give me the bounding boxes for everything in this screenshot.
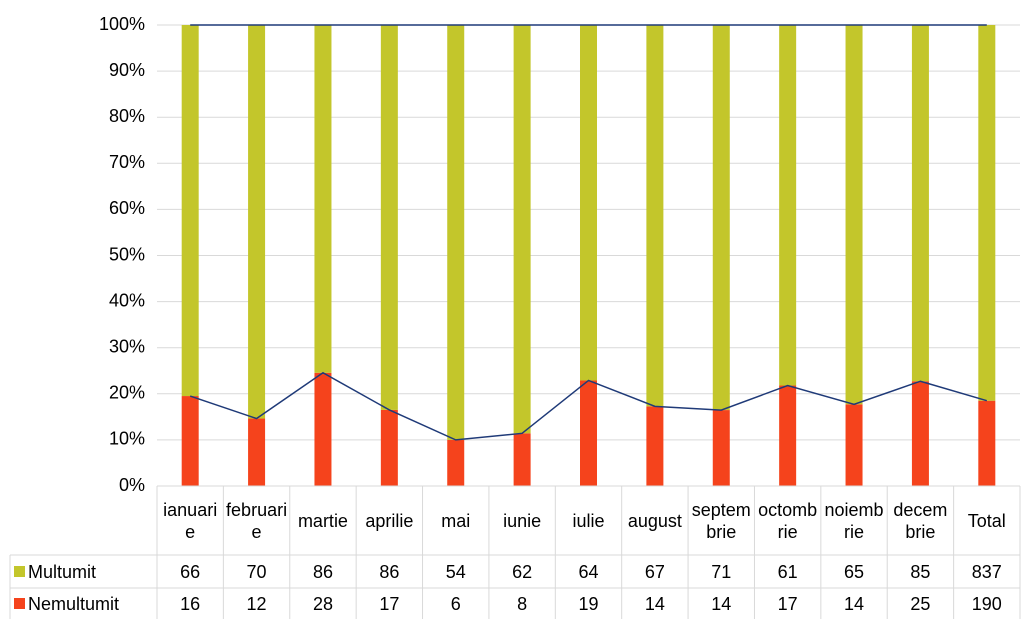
table-value: 71 (711, 561, 732, 582)
bar-segment (911, 25, 929, 382)
category-label: octombrie (758, 499, 818, 542)
table-value: 54 (445, 561, 466, 582)
table-value: 19 (578, 593, 599, 614)
bar-segment (779, 385, 797, 486)
legend-swatch (14, 598, 25, 609)
bar-segment (314, 25, 332, 373)
category-label: noiembrie (824, 499, 884, 542)
y-tick-label: 50% (109, 244, 145, 264)
table-value: 67 (644, 561, 665, 582)
bar-segment (447, 25, 465, 440)
y-tick-label: 20% (109, 383, 145, 403)
table-value: 70 (246, 561, 267, 582)
category-label: septembrie (691, 499, 751, 542)
category-label: iunie (503, 510, 542, 531)
bar-segment (380, 409, 398, 486)
y-tick-label: 0% (119, 475, 145, 495)
table-value: 837 (971, 561, 1002, 582)
table-value: 14 (711, 593, 732, 614)
bar-segment (248, 25, 266, 419)
table-value: 85 (910, 561, 931, 582)
table-value: 12 (246, 593, 267, 614)
bar-segment (911, 381, 929, 486)
category-label: ianuarie (163, 499, 218, 542)
table-value: 14 (844, 593, 865, 614)
y-tick-label: 70% (109, 152, 145, 172)
table-value: 64 (578, 561, 599, 582)
table-value: 62 (512, 561, 533, 582)
bar-segment (646, 406, 664, 486)
legend-entry: Nemultumit (10, 588, 157, 619)
y-tick-label: 40% (109, 290, 145, 310)
bar-segment (712, 410, 730, 486)
category-label: iulie (572, 510, 605, 531)
bar-segment (580, 25, 597, 381)
bar-segment (845, 25, 863, 405)
table-value: 66 (180, 561, 201, 582)
table-value: 65 (844, 561, 865, 582)
bar-segment (513, 433, 531, 486)
bar-segment (580, 380, 597, 486)
legend-label: Multumit (28, 561, 97, 582)
table-value: 8 (517, 593, 528, 614)
bar-segment (314, 372, 332, 486)
legend-entry: Multumit (10, 555, 157, 588)
table-value: 61 (777, 561, 798, 582)
table-value: 86 (379, 561, 400, 582)
bar-segment (978, 400, 996, 486)
table-value: 25 (910, 593, 931, 614)
category-label: aprilie (365, 510, 414, 531)
y-tick-label: 10% (109, 429, 145, 449)
bar-segment (845, 404, 863, 486)
bar-segment (380, 25, 398, 410)
category-label: Total (967, 510, 1006, 531)
bar-segment (646, 25, 664, 407)
category-label: decembrie (893, 499, 948, 542)
bar-segment (181, 396, 199, 486)
y-tick-label: 100% (99, 14, 145, 34)
bar-segment (978, 25, 996, 401)
bar-segment (779, 25, 797, 386)
table-value: 28 (312, 593, 333, 614)
bar-segment (248, 418, 266, 486)
y-tick-label: 60% (109, 198, 145, 218)
category-label: februarie (226, 499, 288, 542)
legend-label: Nemultumit (28, 593, 120, 614)
table-value: 190 (971, 593, 1002, 614)
series-line (189, 371, 988, 441)
table-value: 6 (450, 593, 461, 614)
bar-segment (181, 25, 199, 397)
category-label: mai (441, 510, 471, 531)
legend-swatch (14, 566, 25, 577)
category-label: august (627, 510, 682, 531)
y-tick-label: 90% (109, 60, 145, 80)
bar-segment (513, 25, 531, 434)
table-value: 14 (644, 593, 665, 614)
y-tick-label: 80% (109, 106, 145, 126)
table-value: 17 (379, 593, 400, 614)
bar-segment (712, 25, 730, 411)
table-value: 17 (777, 593, 798, 614)
bar-segment (447, 439, 465, 486)
table-value: 86 (312, 561, 333, 582)
y-tick-label: 30% (109, 336, 145, 356)
table-value: 16 (180, 593, 201, 614)
category-label: martie (297, 510, 348, 531)
